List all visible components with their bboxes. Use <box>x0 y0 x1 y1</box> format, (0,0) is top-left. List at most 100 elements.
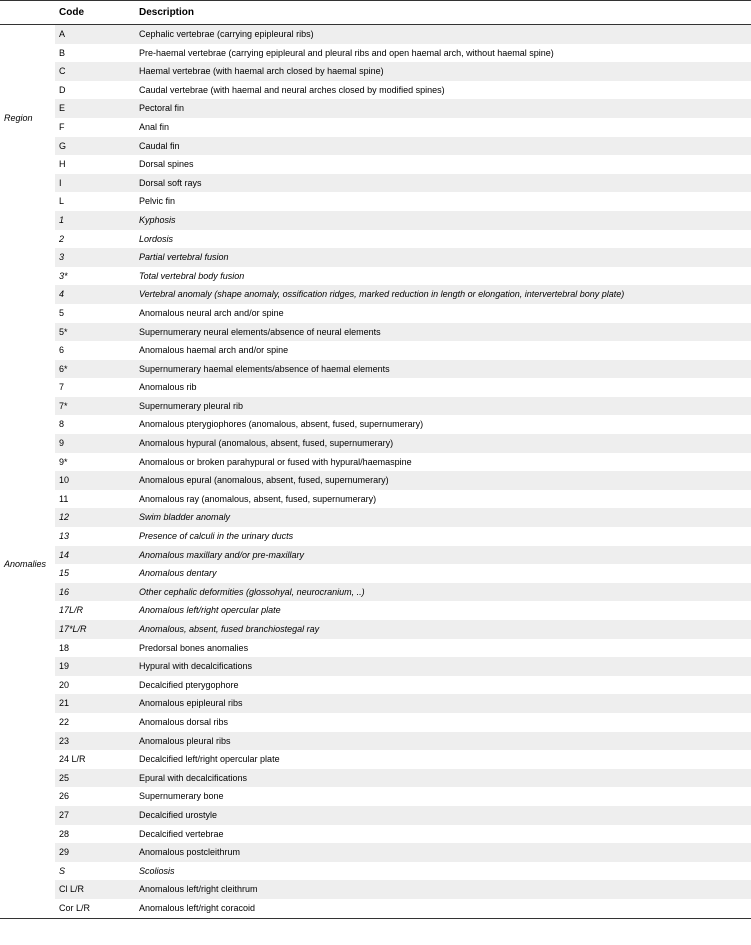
group-label: Anomalies <box>0 211 55 918</box>
cell-code: 6* <box>55 360 135 379</box>
table-row: 11Anomalous ray (anomalous, absent, fuse… <box>0 490 751 509</box>
cell-description: Supernumerary neural elements/absence of… <box>135 323 751 342</box>
cell-code: 5 <box>55 304 135 323</box>
cell-code: G <box>55 137 135 156</box>
cell-description: Caudal vertebrae (with haemal and neural… <box>135 81 751 100</box>
classification-table-container: Code Description RegionACephalic vertebr… <box>0 0 751 919</box>
table-row: 10Anomalous epural (anomalous, absent, f… <box>0 471 751 490</box>
cell-code: 22 <box>55 713 135 732</box>
cell-description: Supernumerary pleural rib <box>135 397 751 416</box>
cell-code: Cor L/R <box>55 899 135 918</box>
cell-code: 5* <box>55 323 135 342</box>
table-row: 7*Supernumerary pleural rib <box>0 397 751 416</box>
cell-description: Anomalous epipleural ribs <box>135 694 751 713</box>
cell-description: Anomalous left/right cleithrum <box>135 880 751 899</box>
classification-table: Code Description RegionACephalic vertebr… <box>0 1 751 918</box>
table-row: 6*Supernumerary haemal elements/absence … <box>0 360 751 379</box>
cell-description: Pelvic fin <box>135 192 751 211</box>
table-row: 24 L/RDecalcified left/right opercular p… <box>0 750 751 769</box>
table-row: 19Hypural with decalcifications <box>0 657 751 676</box>
cell-description: Anomalous ray (anomalous, absent, fused,… <box>135 490 751 509</box>
table-row: 15Anomalous dentary <box>0 564 751 583</box>
cell-description: Supernumerary bone <box>135 787 751 806</box>
cell-description: Pre-haemal vertebrae (carrying epipleura… <box>135 44 751 63</box>
table-row: 21Anomalous epipleural ribs <box>0 694 751 713</box>
cell-description: Decalcified left/right opercular plate <box>135 750 751 769</box>
table-row: 8Anomalous pterygiophores (anomalous, ab… <box>0 415 751 434</box>
table-header-row: Code Description <box>0 1 751 25</box>
table-row: 3Partial vertebral fusion <box>0 248 751 267</box>
cell-code: 7* <box>55 397 135 416</box>
cell-code: 17L/R <box>55 601 135 620</box>
cell-description: Dorsal spines <box>135 155 751 174</box>
table-row: BPre-haemal vertebrae (carrying epipleur… <box>0 44 751 63</box>
cell-description: Anomalous, absent, fused branchiostegal … <box>135 620 751 639</box>
table-row: 22Anomalous dorsal ribs <box>0 713 751 732</box>
cell-description: Presence of calculi in the urinary ducts <box>135 527 751 546</box>
cell-code: I <box>55 174 135 193</box>
table-row: Cl L/RAnomalous left/right cleithrum <box>0 880 751 899</box>
cell-description: Decalcified urostyle <box>135 806 751 825</box>
header-code: Code <box>55 1 135 25</box>
table-row: 17*L/RAnomalous, absent, fused branchios… <box>0 620 751 639</box>
table-row: 23Anomalous pleural ribs <box>0 732 751 751</box>
cell-code: 11 <box>55 490 135 509</box>
table-row: FAnal fin <box>0 118 751 137</box>
cell-description: Anomalous maxillary and/or pre-maxillary <box>135 546 751 565</box>
cell-description: Vertebral anomaly (shape anomaly, ossifi… <box>135 285 751 304</box>
cell-code: 15 <box>55 564 135 583</box>
cell-description: Anomalous left/right opercular plate <box>135 601 751 620</box>
cell-description: Cephalic vertebrae (carrying epipleural … <box>135 25 751 44</box>
cell-code: 20 <box>55 676 135 695</box>
table-row: 17L/RAnomalous left/right opercular plat… <box>0 601 751 620</box>
cell-code: 28 <box>55 825 135 844</box>
cell-code: A <box>55 25 135 44</box>
cell-description: Decalcified pterygophore <box>135 676 751 695</box>
table-row: 14Anomalous maxillary and/or pre-maxilla… <box>0 546 751 565</box>
cell-description: Anomalous epural (anomalous, absent, fus… <box>135 471 751 490</box>
table-row: 29Anomalous postcleithrum <box>0 843 751 862</box>
cell-description: Anomalous dorsal ribs <box>135 713 751 732</box>
cell-code: D <box>55 81 135 100</box>
table-row: 25Epural with decalcifications <box>0 769 751 788</box>
cell-description: Anomalous dentary <box>135 564 751 583</box>
cell-code: E <box>55 99 135 118</box>
table-row: 12Swim bladder anomaly <box>0 508 751 527</box>
cell-description: Lordosis <box>135 230 751 249</box>
table-row: 2Lordosis <box>0 230 751 249</box>
cell-description: Anal fin <box>135 118 751 137</box>
table-row: 6Anomalous haemal arch and/or spine <box>0 341 751 360</box>
table-row: 18Predorsal bones anomalies <box>0 639 751 658</box>
cell-code: 10 <box>55 471 135 490</box>
table-row: DCaudal vertebrae (with haemal and neura… <box>0 81 751 100</box>
cell-description: Hypural with decalcifications <box>135 657 751 676</box>
cell-description: Haemal vertebrae (with haemal arch close… <box>135 62 751 81</box>
table-row: 13Presence of calculi in the urinary duc… <box>0 527 751 546</box>
cell-code: 7 <box>55 378 135 397</box>
cell-description: Anomalous postcleithrum <box>135 843 751 862</box>
cell-code: 17*L/R <box>55 620 135 639</box>
table-row: 4Vertebral anomaly (shape anomaly, ossif… <box>0 285 751 304</box>
cell-description: Anomalous haemal arch and/or spine <box>135 341 751 360</box>
cell-code: 6 <box>55 341 135 360</box>
table-row: 16Other cephalic deformities (glossohyal… <box>0 583 751 602</box>
cell-description: Scoliosis <box>135 862 751 881</box>
table-row: SScoliosis <box>0 862 751 881</box>
cell-description: Anomalous pterygiophores (anomalous, abs… <box>135 415 751 434</box>
cell-code: H <box>55 155 135 174</box>
cell-code: 3 <box>55 248 135 267</box>
table-row: 27Decalcified urostyle <box>0 806 751 825</box>
header-description: Description <box>135 1 751 25</box>
table-row: 26Supernumerary bone <box>0 787 751 806</box>
cell-description: Decalcified vertebrae <box>135 825 751 844</box>
cell-description: Caudal fin <box>135 137 751 156</box>
cell-code: 12 <box>55 508 135 527</box>
table-row: GCaudal fin <box>0 137 751 156</box>
cell-code: 19 <box>55 657 135 676</box>
cell-description: Epural with decalcifications <box>135 769 751 788</box>
group-label: Region <box>0 25 55 211</box>
cell-description: Total vertebral body fusion <box>135 267 751 286</box>
cell-code: Cl L/R <box>55 880 135 899</box>
cell-description: Anomalous or broken parahypural or fused… <box>135 453 751 472</box>
cell-description: Anomalous neural arch and/or spine <box>135 304 751 323</box>
